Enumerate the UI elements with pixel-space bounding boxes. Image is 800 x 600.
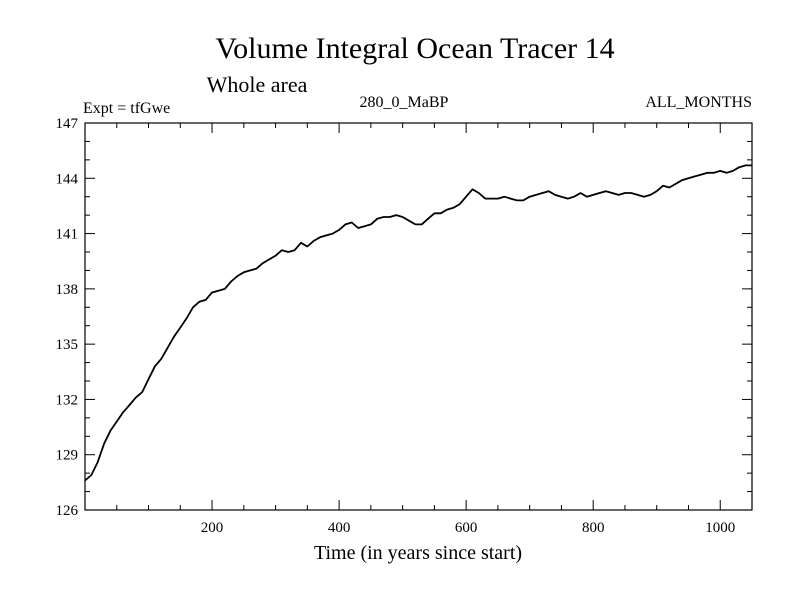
y-tick-label: 138	[56, 282, 79, 298]
header-left-label: Expt = tfGwe	[83, 100, 170, 117]
y-tick-label: 147	[56, 116, 79, 132]
y-tick-label: 129	[56, 448, 79, 464]
chart-title: Volume Integral Ocean Tracer 14	[215, 32, 614, 65]
plot-frame	[84, 122, 753, 511]
series-layer	[84, 164, 752, 482]
y-tick-label: 141	[56, 227, 79, 243]
x-tick-label: 600	[455, 520, 478, 536]
y-axis-tick-labels: 126 129 132 135 138 141 144 147	[56, 116, 79, 519]
x-axis-tick-labels: 200 400 600 800 1000	[201, 520, 735, 536]
x-tick-label: 800	[582, 520, 605, 536]
y-tick-label: 135	[56, 337, 79, 353]
header-right-label: ALL_MONTHS	[645, 94, 752, 111]
y-tick-label: 144	[56, 171, 79, 187]
y-tick-label: 126	[56, 503, 79, 519]
x-tick-label: 1000	[705, 520, 735, 536]
chart-subtitle: Whole area	[207, 72, 308, 97]
y-tick-label: 132	[56, 392, 79, 408]
header-center-label: 280_0_MaBP	[360, 94, 449, 111]
series-line-1	[84, 164, 752, 482]
x-axis-label: Time (in years since start)	[314, 542, 522, 564]
x-tick-label: 400	[328, 520, 351, 536]
axis-ticks	[85, 123, 752, 510]
x-tick-label: 200	[201, 520, 224, 536]
